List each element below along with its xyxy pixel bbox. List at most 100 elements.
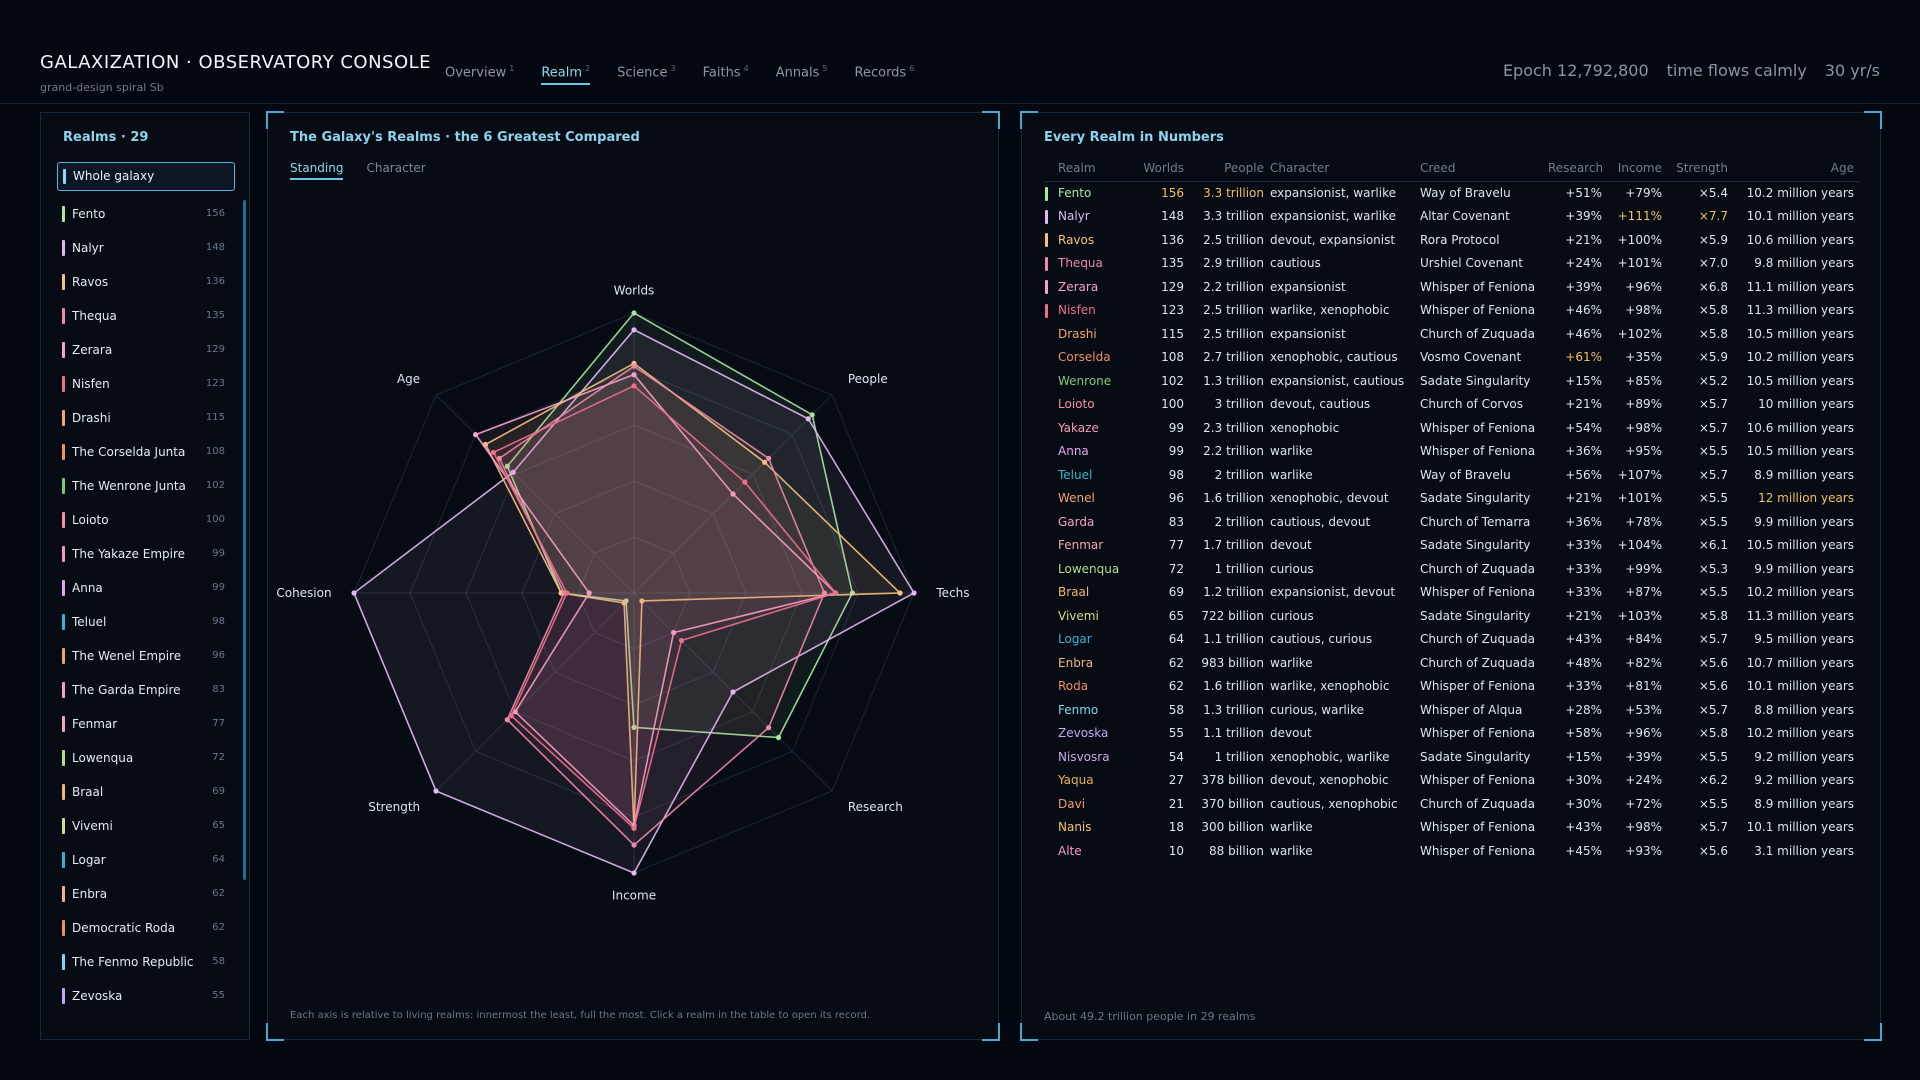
realm-name-cell[interactable]: Corselda [1044,346,1128,370]
table-row[interactable]: Logar 64 1.1 trillion cautious, curious Chur… [1044,628,1860,652]
sidebar-item-realm[interactable]: Anna 99 [57,571,235,605]
table-row[interactable]: Nalyr 148 3.3 trillion expansionist, warlik… [1044,205,1860,229]
sidebar-item-realm[interactable]: Thequa 135 [57,299,235,333]
table-row[interactable]: Garda 83 2 trillion cautious, devout Church … [1044,510,1860,534]
table-row[interactable]: Zevoska 55 1.1 trillion devout Whisper of Fe… [1044,722,1860,746]
realm-name-cell[interactable]: Davi [1044,792,1128,816]
table-row[interactable]: Nisfen 123 2.5 trillion warlike, xenophobic… [1044,299,1860,323]
realm-name-cell[interactable]: Wenrone [1044,369,1128,393]
realm-name-cell[interactable]: Alte [1044,839,1128,863]
column-header[interactable]: Character [1270,159,1420,182]
realm-name-cell[interactable]: Anna [1044,440,1128,464]
table-row[interactable]: Zerara 129 2.2 trillion expansionist Whisper… [1044,275,1860,299]
sidebar-item-realm[interactable]: Drashi 115 [57,401,235,435]
sidebar-item-realm[interactable]: Nalyr 148 [57,231,235,265]
sidebar-item-realm[interactable]: Enbra 62 [57,877,235,911]
table-row[interactable]: Braal 69 1.2 trillion expansionist, devout W… [1044,581,1860,605]
realm-name-cell[interactable]: Nalyr [1044,205,1128,229]
table-row[interactable]: Vivemi 65 722 billion curious Sadate Singula… [1044,604,1860,628]
realm-name-cell[interactable]: Nisvosra [1044,745,1128,769]
table-row[interactable]: Thequa 135 2.9 trillion cautious Urshiel Cov… [1044,252,1860,276]
realm-name-cell[interactable]: Ravos [1044,228,1128,252]
table-row[interactable]: Fento 156 3.3 trillion expansionist, warlik… [1044,181,1860,205]
realm-name-cell[interactable]: Enbra [1044,651,1128,675]
sidebar-item-realm[interactable]: Fenmar 77 [57,707,235,741]
tab-character[interactable]: Character [366,161,426,175]
column-header[interactable]: Strength [1668,159,1734,182]
tab-standing[interactable]: Standing [290,161,344,180]
sidebar-item-realm[interactable]: Nisfen 123 [57,367,235,401]
sidebar-item-realm[interactable]: Zerara 129 [57,333,235,367]
realm-name-cell[interactable]: Loioto [1044,393,1128,417]
realm-name-cell[interactable]: Yaqua [1044,769,1128,793]
realm-name-cell[interactable]: Braal [1044,581,1128,605]
table-row[interactable]: Drashi 115 2.5 trillion expansionist Church … [1044,322,1860,346]
sidebar-item-realm[interactable]: The Yakaze Empire 99 [57,537,235,571]
realm-name-cell[interactable]: Zevoska [1044,722,1128,746]
column-header[interactable]: Age [1734,159,1860,182]
realm-name-cell[interactable]: Wenel [1044,487,1128,511]
realm-name-cell[interactable]: Nanis [1044,816,1128,840]
column-header[interactable]: People [1190,159,1270,182]
realm-name-cell[interactable]: Fento [1044,181,1128,205]
table-row[interactable]: Wenrone 102 1.3 trillion expansionist, caut… [1044,369,1860,393]
realm-name-cell[interactable]: Lowenqua [1044,557,1128,581]
time-rate[interactable]: 30 yr/s [1824,61,1880,80]
realm-name-cell[interactable]: Drashi [1044,322,1128,346]
tab-records[interactable]: Records 6 [855,64,915,85]
table-row[interactable]: Lowenqua 72 1 trillion curious Church of Zuq… [1044,557,1860,581]
column-header[interactable]: Worlds [1128,159,1190,182]
sidebar-item-realm[interactable]: The Corselda Junta 108 [57,435,235,469]
sidebar-item-realm[interactable]: Logar 64 [57,843,235,877]
table-row[interactable]: Alte 10 88 billion warlike Whisper of Fenion… [1044,839,1860,863]
sidebar-item-realm[interactable]: Braal 69 [57,775,235,809]
sidebar-item-realm[interactable]: Democratic Roda 62 [57,911,235,945]
sidebar-item-realm[interactable]: Lowenqua 72 [57,741,235,775]
column-header[interactable]: Realm [1044,159,1128,182]
table-row[interactable]: Loioto 100 3 trillion devout, cautious Churc… [1044,393,1860,417]
realm-name-cell[interactable]: Garda [1044,510,1128,534]
sidebar-item-realm[interactable]: Zevoska 55 [57,979,235,1013]
sidebar-item-realm[interactable]: Ravos 136 [57,265,235,299]
realm-name-cell[interactable]: Zerara [1044,275,1128,299]
table-row[interactable]: Davi 21 370 billion cautious, xenophobic Chu… [1044,792,1860,816]
realm-name-cell[interactable]: Roda [1044,675,1128,699]
table-row[interactable]: Fenmo 58 1.3 trillion curious, warlike Whisp… [1044,698,1860,722]
realm-name-cell[interactable]: Yakaze [1044,416,1128,440]
tab-annals[interactable]: Annals 5 [776,64,828,85]
realm-name-cell[interactable]: Vivemi [1044,604,1128,628]
time-flow-status[interactable]: time flows calmly [1666,61,1807,80]
column-header[interactable]: Research [1548,159,1608,182]
realm-name-cell[interactable]: Logar [1044,628,1128,652]
realm-name-cell[interactable]: Nisfen [1044,299,1128,323]
sidebar-item-realm[interactable]: Teluel 98 [57,605,235,639]
realm-name-cell[interactable]: Teluel [1044,463,1128,487]
table-row[interactable]: Enbra 62 983 billion warlike Church of Zuqua… [1044,651,1860,675]
table-row[interactable]: Nanis 18 300 billion warlike Whisper of Feni… [1044,816,1860,840]
table-row[interactable]: Nisvosra 54 1 trillion xenophobic, warlike S… [1044,745,1860,769]
realm-name-cell[interactable]: Fenmo [1044,698,1128,722]
sidebar-item-realm[interactable]: The Wenel Empire 96 [57,639,235,673]
sidebar-item-realm[interactable]: Vivemi 65 [57,809,235,843]
sidebar-item-realm[interactable]: Fento 156 [57,197,235,231]
table-row[interactable]: Ravos 136 2.5 trillion devout, expansionist… [1044,228,1860,252]
sidebar-item-realm[interactable]: The Wenrone Junta 102 [57,469,235,503]
realm-list-scrollbar[interactable] [243,200,246,880]
table-row[interactable]: Yakaze 99 2.3 trillion xenophobic Whisper of… [1044,416,1860,440]
table-row[interactable]: Corselda 108 2.7 trillion xenophobic, cauti… [1044,346,1860,370]
table-row[interactable]: Yaqua 27 378 billion devout, xenophobic Whis… [1044,769,1860,793]
table-row[interactable]: Fenmar 77 1.7 trillion devout Sadate Singula… [1044,534,1860,558]
tab-faiths[interactable]: Faiths 4 [703,64,749,85]
sidebar-item-realm[interactable]: The Fenmo Republic 58 [57,945,235,979]
column-header[interactable]: Creed [1420,159,1548,182]
table-row[interactable]: Roda 62 1.6 trillion warlike, xenophobic Whi… [1044,675,1860,699]
table-row[interactable]: Teluel 98 2 trillion warlike Way of Bravelu +… [1044,463,1860,487]
sidebar-item-realm[interactable]: The Garda Empire 83 [57,673,235,707]
realm-name-cell[interactable]: Fenmar [1044,534,1128,558]
tab-overview[interactable]: Overview 1 [445,64,514,85]
table-row[interactable]: Wenel 96 1.6 trillion xenophobic, devout Sad… [1044,487,1860,511]
tab-science[interactable]: Science 3 [617,64,676,85]
whole-galaxy-button[interactable]: Whole galaxy [57,162,235,191]
realm-name-cell[interactable]: Thequa [1044,252,1128,276]
column-header[interactable]: Income [1608,159,1668,182]
